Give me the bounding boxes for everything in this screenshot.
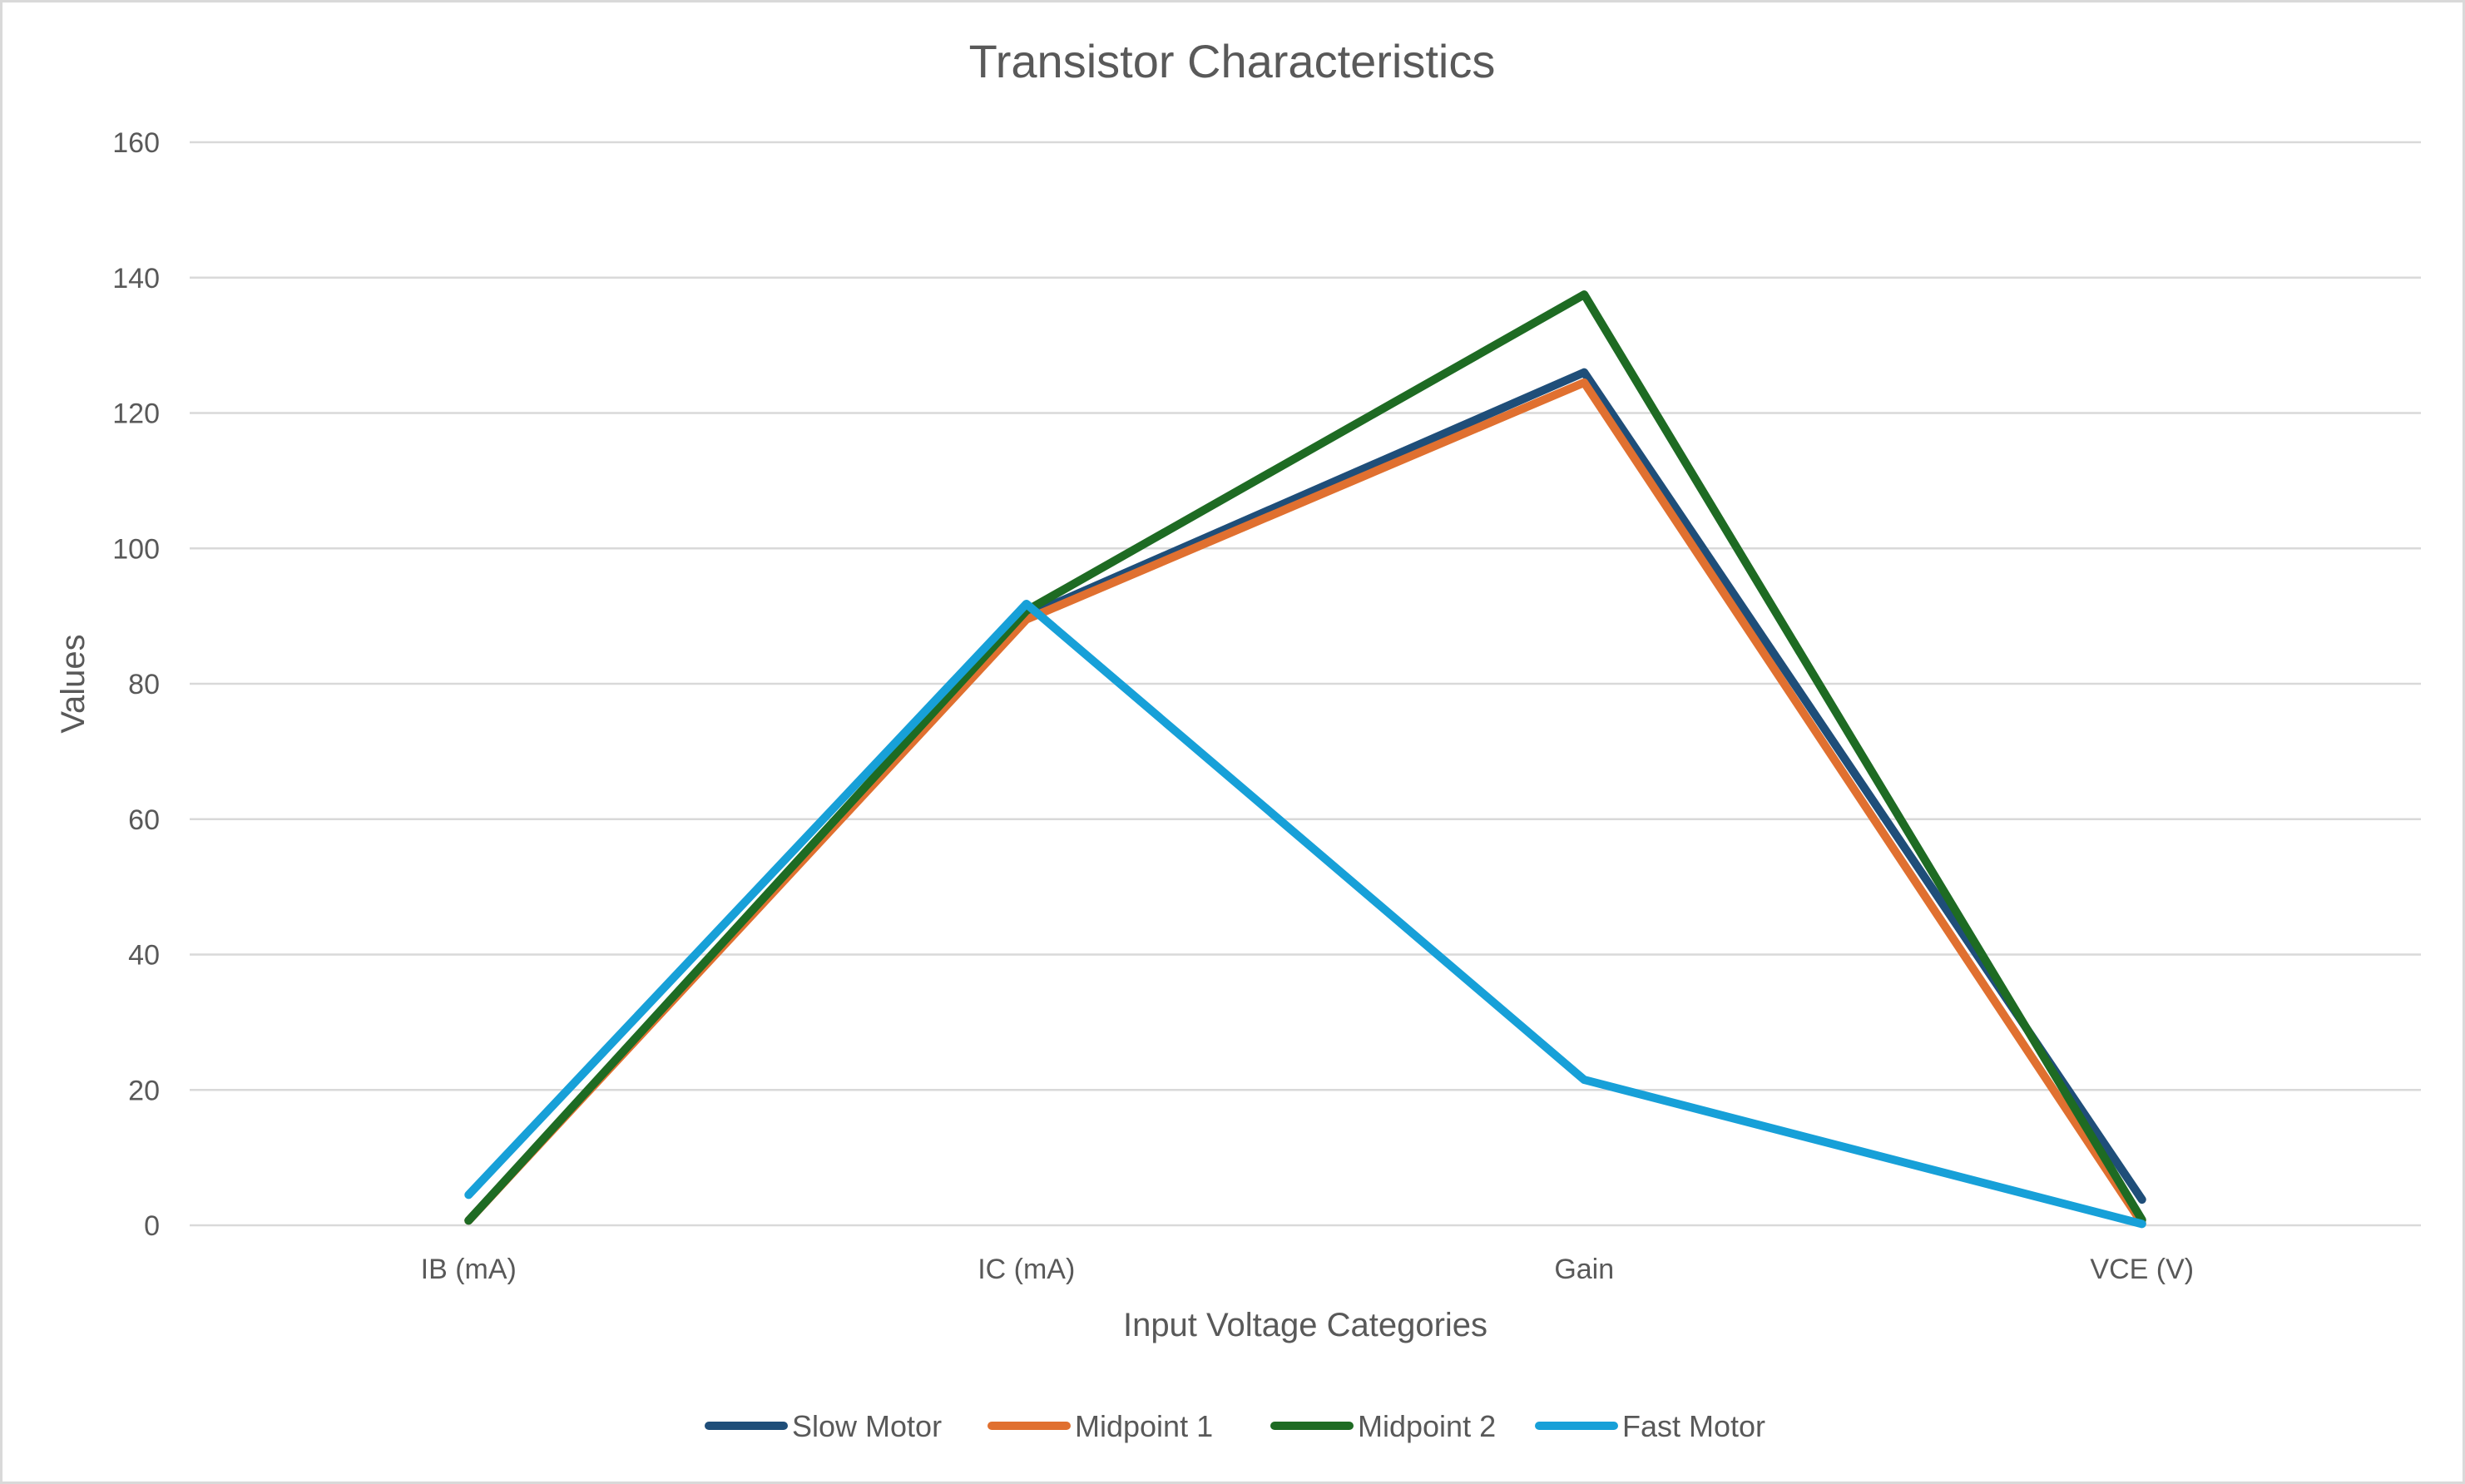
- y-tick-label: 160: [112, 127, 160, 159]
- y-tick-label: 0: [144, 1210, 160, 1242]
- series-fast-motor: [464, 599, 2146, 1229]
- y-tick-label: 80: [128, 669, 160, 700]
- legend-item: Midpoint 2: [1270, 1409, 1496, 1443]
- x-tick-label: IB (mA): [421, 1254, 517, 1285]
- x-axis-title: Input Voltage Categories: [1123, 1307, 1487, 1343]
- series-line: [464, 290, 2146, 1225]
- y-tick-label: 100: [112, 533, 160, 565]
- legend-label: Midpoint 2: [1358, 1409, 1496, 1443]
- x-tick-label: IC (mA): [978, 1254, 1075, 1285]
- y-tick-label: 40: [128, 940, 160, 972]
- legend: Slow Motor Midpoint 1 Midpoint 2 Fast Motor: [705, 1409, 1765, 1443]
- y-axis-ticks: 0 20 40 60 80 100 120 140 160: [112, 127, 160, 1242]
- x-axis-ticks: IB (mA) IC (mA) Gain VCE (V): [421, 1254, 2194, 1285]
- x-tick-label: VCE (V): [2090, 1254, 2194, 1285]
- legend-item: Slow Motor: [705, 1409, 942, 1443]
- y-tick-label: 120: [112, 398, 160, 430]
- series-lines: [464, 290, 2146, 1229]
- chart-title: Transistor Characteristics: [969, 35, 1496, 87]
- y-tick-label: 140: [112, 263, 160, 294]
- gridlines: [190, 141, 2421, 1227]
- y-tick-label: 20: [128, 1075, 160, 1106]
- legend-label: Slow Motor: [792, 1409, 942, 1443]
- x-tick-label: Gain: [1554, 1254, 1614, 1285]
- legend-label: Midpoint 1: [1075, 1409, 1213, 1443]
- y-tick-label: 60: [128, 804, 160, 836]
- legend-item: Midpoint 1: [987, 1409, 1213, 1443]
- legend-item: Fast Motor: [1535, 1409, 1765, 1443]
- series-line: [464, 599, 2146, 1229]
- y-axis-title: Values: [55, 634, 92, 733]
- legend-label: Fast Motor: [1622, 1409, 1765, 1443]
